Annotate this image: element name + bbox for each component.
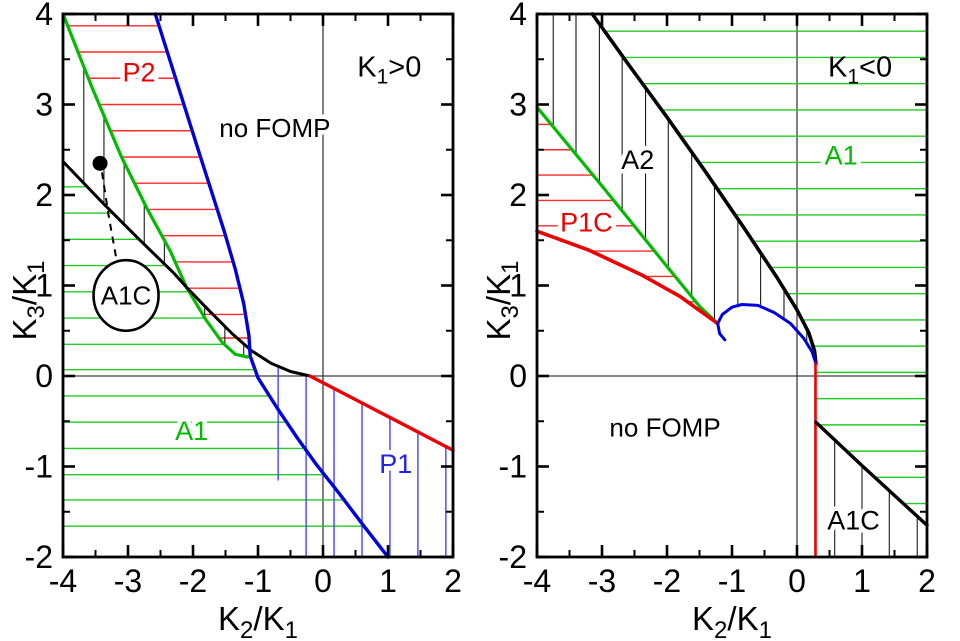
curve-black-A2-upper-boundary bbox=[590, 12, 818, 366]
region-hatch-P1-left bbox=[277, 366, 447, 557]
tick-labels-right: -4 -3 -2 -1 0 1 2 -2 -1 0 1 2 3 4 bbox=[499, 0, 936, 599]
x-axis-title-right: K2/K1 bbox=[692, 600, 772, 641]
x-tick-label: 0 bbox=[788, 563, 806, 599]
region-hatch-P2-left bbox=[67, 25, 250, 339]
y-tick-label: 3 bbox=[35, 87, 53, 123]
x-tick-label: -1 bbox=[244, 563, 272, 599]
curve-black-A1C-boundary bbox=[61, 160, 312, 378]
panel-condition-title-left: K1>0 bbox=[357, 52, 421, 89]
y-tick-label: 3 bbox=[509, 87, 527, 123]
region-hatch-A1-left bbox=[63, 186, 365, 527]
panel-left: A1C P2 no FOMP A1 P1 K1>0 -4 -3 -2 -1 0 1 2 -2 -1 0 1 2 3 4… bbox=[6, 0, 462, 641]
x-tick-label: 2 bbox=[444, 563, 462, 599]
label-p1-left: P1 bbox=[379, 449, 412, 479]
label-a2-right: A2 bbox=[621, 145, 654, 175]
y-tick-label: -1 bbox=[499, 449, 527, 485]
label-a1-right: A1 bbox=[825, 141, 858, 171]
ticks-right bbox=[535, 12, 929, 559]
y-tick-label: 1 bbox=[35, 268, 53, 304]
y-tick-label: -1 bbox=[25, 449, 53, 485]
region-hatch-A2-right bbox=[552, 14, 808, 344]
x-tick-label: -2 bbox=[179, 563, 207, 599]
tick-labels-left: -4 -3 -2 -1 0 1 2 -2 -1 0 1 2 3 4 bbox=[25, 0, 462, 599]
x-tick-label: 2 bbox=[918, 563, 936, 599]
curve-green-A1-boundary bbox=[61, 12, 250, 359]
curve-green-A2-lower-boundary bbox=[535, 105, 720, 326]
region-hatch-A1-right bbox=[604, 30, 927, 505]
x-tick-label: -2 bbox=[653, 563, 681, 599]
y-tick-label: 0 bbox=[35, 358, 53, 394]
y-tick-label: 4 bbox=[35, 0, 53, 32]
x-tick-label: -1 bbox=[718, 563, 746, 599]
y-tick-label: 2 bbox=[509, 177, 527, 213]
curve-red-P1C-lower-boundary bbox=[535, 229, 720, 326]
y-tick-label: 1 bbox=[509, 268, 527, 304]
label-a1-left: A1 bbox=[175, 416, 208, 446]
x-tick-label: -3 bbox=[588, 563, 616, 599]
y-axis-title-left: K3/K1 bbox=[6, 261, 50, 341]
y-tick-label: 2 bbox=[35, 177, 53, 213]
y-tick-label: -2 bbox=[499, 539, 527, 575]
label-p1c-right: P1C bbox=[560, 208, 613, 238]
x-axis-title-left: K2/K1 bbox=[218, 600, 298, 641]
x-tick-label: 1 bbox=[379, 563, 397, 599]
x-tick-label: -4 bbox=[49, 563, 77, 599]
plot-frame-right bbox=[535, 12, 929, 559]
x-tick-label: -4 bbox=[523, 563, 551, 599]
curve-blue-loop-boundary bbox=[716, 303, 818, 365]
ticks-left bbox=[61, 12, 455, 559]
x-tick-label: -3 bbox=[114, 563, 142, 599]
panel-condition-title-right: K1<0 bbox=[828, 52, 892, 89]
label-p2-left: P2 bbox=[123, 57, 156, 87]
region-hatch-A1C-right bbox=[834, 439, 918, 557]
x-tick-label: 1 bbox=[853, 563, 871, 599]
dashed-pointer-line bbox=[101, 172, 118, 259]
label-a1c: A1C bbox=[101, 281, 152, 311]
y-tick-label: -2 bbox=[25, 539, 53, 575]
y-axis-title-right: K3/K1 bbox=[480, 261, 524, 341]
x-tick-label: 0 bbox=[314, 563, 332, 599]
panel-right: A2 A1 P1C no FOMP A1C K1<0 -4 -3 -2 -1 0 1 2 -2 -1 0 1 2 3… bbox=[480, 0, 936, 641]
label-a1c-right: A1C bbox=[827, 505, 880, 535]
label-no-fomp-right: no FOMP bbox=[609, 413, 720, 443]
label-no-fomp-left: no FOMP bbox=[219, 113, 330, 143]
zero-axes-right bbox=[537, 14, 927, 557]
circled-label-outline bbox=[92, 258, 160, 333]
curve-black-A1C-upper-boundary bbox=[814, 420, 929, 527]
reference-point-dot bbox=[92, 155, 108, 171]
curve-red-P1-upper-boundary bbox=[308, 374, 455, 452]
annotation-a1c-pointer: A1C bbox=[92, 155, 160, 333]
y-tick-label: 4 bbox=[509, 0, 527, 32]
curve-blue-P1-boundary bbox=[153, 12, 390, 559]
y-tick-label: 0 bbox=[509, 358, 527, 394]
